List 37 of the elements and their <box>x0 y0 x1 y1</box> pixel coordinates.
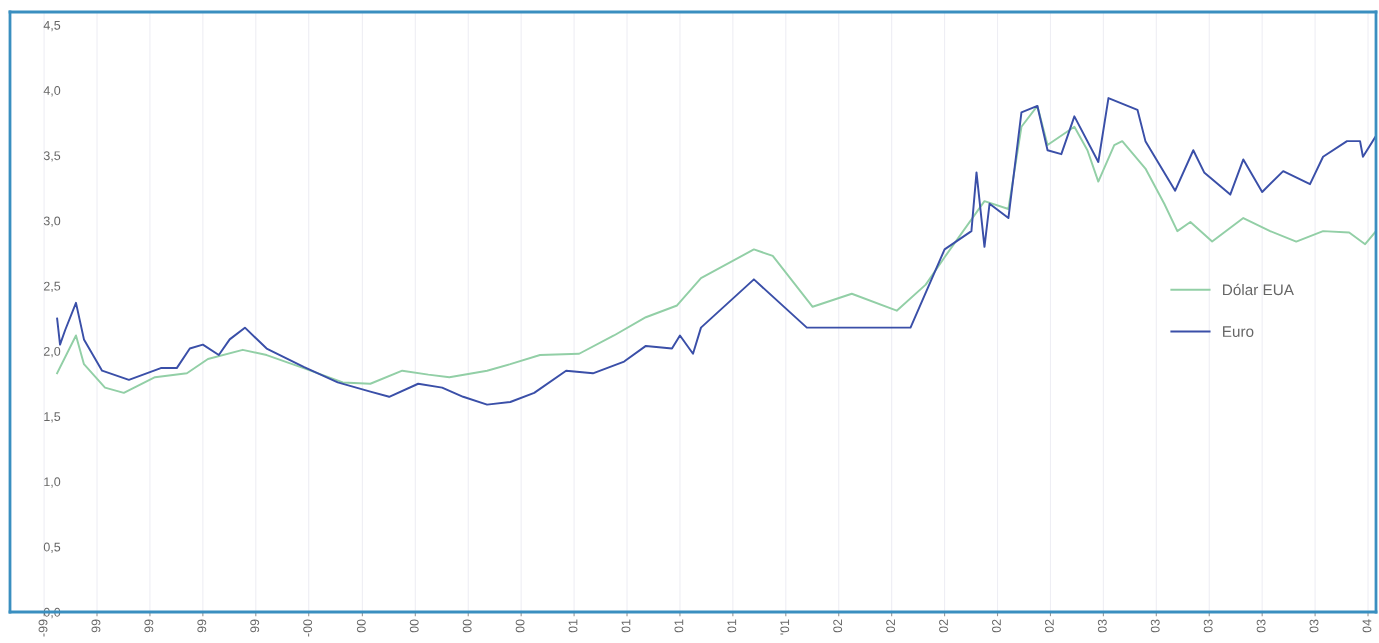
x-tick-label: 02 <box>1044 619 1054 633</box>
y-tick-label: 2,0 <box>43 346 61 358</box>
x-tick-label: '01 <box>780 619 790 635</box>
x-tick-label: 01 <box>621 619 631 633</box>
x-tick-label: 02 <box>939 619 948 633</box>
y-tick-label: 4,5 <box>43 20 61 32</box>
y-tick-label: 2,5 <box>43 281 61 293</box>
y-tick-label: 1,5 <box>44 412 61 423</box>
x-tick-label: 03 <box>1309 619 1319 633</box>
x-tick-label: 02 <box>833 619 843 633</box>
y-tick-label: 1,0 <box>44 477 61 488</box>
x-tick-label: 02 <box>886 619 896 633</box>
x-tick-label: 00 <box>515 619 525 633</box>
x-tick-label: 99 <box>197 619 207 633</box>
x-tick-label: 00 <box>356 619 366 633</box>
x-tick-label: 99 <box>144 619 154 633</box>
x-tick-label: -99 <box>38 619 48 637</box>
x-tick-label: 03 <box>1256 619 1266 633</box>
x-tick-label: 03 <box>1150 619 1160 633</box>
x-tick-label: 00 <box>409 619 419 633</box>
x-tick-label: 01 <box>674 619 684 633</box>
x-tick-label: 00 <box>462 619 472 633</box>
y-tick-label: 0,5 <box>43 542 61 553</box>
legend-label: Euro <box>1223 326 1254 337</box>
x-tick-label: 03 <box>1097 619 1107 633</box>
legend-label: Dólar EUA <box>1223 283 1294 296</box>
x-tick-label: 02 <box>992 619 1001 633</box>
y-tick-label: 4,0 <box>43 86 61 97</box>
x-tick-label: 99 <box>250 619 260 633</box>
y-tick-label: 3,5 <box>43 151 61 162</box>
x-tick-label: -00 <box>303 619 313 637</box>
x-tick-label: 04 <box>1362 619 1372 633</box>
x-tick-label: 01 <box>568 619 578 633</box>
x-tick-label: 01 <box>727 619 737 633</box>
x-tick-label: 99 <box>91 619 101 633</box>
x-tick-label: 03 <box>1203 619 1213 633</box>
y-tick-label: 3,0 <box>43 216 61 227</box>
